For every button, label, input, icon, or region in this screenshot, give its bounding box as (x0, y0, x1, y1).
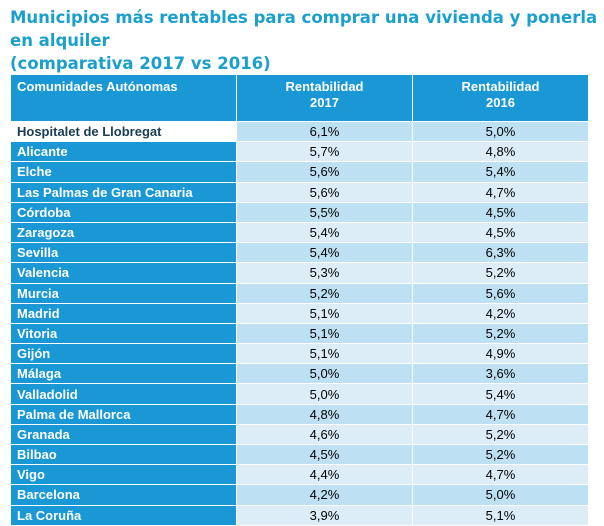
table-row: Elche 5,6% 5,4% (10, 161, 589, 183)
value-cell: 4,4% (236, 464, 413, 486)
value-cell: 4,6% (236, 423, 413, 446)
column-header-line: Rentabilidad (285, 79, 364, 94)
value-cell: 5,4% (412, 161, 589, 183)
municipality-cell: Elche (10, 161, 237, 183)
value-cell: 5,2% (412, 322, 589, 345)
municipality-cell: Granada (10, 423, 237, 446)
value-cell: 5,6% (412, 282, 589, 304)
municipality-cell: Valladolid (10, 383, 237, 405)
value-cell: 5,7% (236, 141, 413, 163)
table-row: La Coruña 3,9% 5,1% (10, 504, 589, 526)
column-header-line: Rentabilidad (461, 79, 540, 94)
table-row: Bilbao 4,5% 5,2% (10, 443, 589, 466)
value-cell: 3,6% (412, 363, 589, 385)
value-cell: 5,4% (236, 242, 413, 264)
value-cell: 3,9% (236, 504, 413, 526)
table-row: Valencia 5,3% 5,2% (10, 262, 589, 284)
table-row: Sevilla 5,4% 6,3% (10, 242, 589, 264)
value-cell: 5,2% (236, 282, 413, 304)
table-row: Málaga 5,0% 3,6% (10, 363, 589, 385)
value-cell: 5,2% (412, 423, 589, 446)
municipality-cell: Gijón (10, 343, 237, 365)
municipality-cell: Vigo (10, 464, 237, 486)
value-cell: 5,1% (236, 302, 413, 324)
value-cell: 5,4% (412, 383, 589, 405)
value-cell: 5,2% (412, 262, 589, 284)
value-cell: 4,5% (412, 221, 589, 244)
value-cell: 4,2% (236, 484, 413, 506)
table-row: Valladolid 5,0% 5,4% (10, 383, 589, 405)
table-row: Alicante 5,7% 4,8% (10, 141, 589, 163)
municipality-cell: Murcia (10, 282, 237, 304)
table-row: Gijón 5,1% 4,9% (10, 343, 589, 365)
value-cell: 5,2% (412, 443, 589, 466)
municipality-cell: Valencia (10, 262, 237, 284)
value-cell: 4,7% (412, 403, 589, 425)
table-row: Córdoba 5,5% 4,5% (10, 201, 589, 223)
table-row: Vitoria 5,1% 5,2% (10, 322, 589, 345)
value-cell: 5,4% (236, 221, 413, 244)
municipality-cell: Zaragoza (10, 221, 237, 244)
table-row: Granada 4,6% 5,2% (10, 423, 589, 446)
table-row: Palma de Mallorca 4,8% 4,7% (10, 403, 589, 425)
value-cell: 5,0% (412, 120, 589, 143)
header-row: Comunidades Autónomas Rentabilidad 2017 Ren… (10, 74, 589, 122)
title-line: (comparativa 2017 vs 2016) (10, 54, 271, 73)
table-body: Hospitalet de Llobregat 6,1% 5,0% Alicante 5… (10, 120, 589, 526)
municipality-cell: La Coruña (10, 504, 237, 526)
value-cell: 4,2% (412, 302, 589, 324)
table-row: Murcia 5,2% 5,6% (10, 282, 589, 304)
value-cell: 5,1% (236, 343, 413, 365)
value-cell: 5,0% (236, 363, 413, 385)
table-row: Vigo 4,4% 4,7% (10, 464, 589, 486)
value-cell: 4,5% (412, 201, 589, 223)
value-cell: 5,6% (236, 161, 413, 183)
value-cell: 5,1% (236, 322, 413, 345)
municipality-cell: Las Palmas de Gran Canaria (10, 181, 237, 203)
value-cell: 4,5% (236, 443, 413, 466)
municipality-cell: Vitoria (10, 322, 237, 345)
municipality-cell: Córdoba (10, 201, 237, 223)
column-header: Rentabilidad 2016 (412, 74, 589, 122)
value-cell: 5,1% (412, 504, 589, 526)
column-header: Comunidades Autónomas (10, 74, 237, 122)
municipality-cell: Bilbao (10, 443, 237, 466)
value-cell: 5,3% (236, 262, 413, 284)
column-header: Rentabilidad 2017 (236, 74, 413, 122)
title-line: Municipios más rentables para comprar un… (10, 8, 598, 50)
value-cell: 5,5% (236, 201, 413, 223)
value-cell: 4,8% (412, 141, 589, 163)
municipality-cell: Alicante (10, 141, 237, 163)
value-cell: 4,8% (236, 403, 413, 425)
value-cell: 4,9% (412, 343, 589, 365)
table-row: Las Palmas de Gran Canaria 5,6% 4,7% (10, 181, 589, 203)
table-row: Hospitalet de Llobregat 6,1% 5,0% (10, 120, 589, 143)
municipality-cell: Madrid (10, 302, 237, 324)
value-cell: 5,0% (236, 383, 413, 405)
title: Municipios más rentables para comprar un… (10, 6, 600, 75)
municipality-cell: Barcelona (10, 484, 237, 506)
value-cell: 5,6% (236, 181, 413, 203)
table-row: Madrid 5,1% 4,2% (10, 302, 589, 324)
value-cell: 4,7% (412, 181, 589, 203)
data-table: Comunidades Autónomas Rentabilidad 2017 Ren… (10, 74, 589, 526)
value-cell: 6,3% (412, 242, 589, 264)
column-header-line: 2016 (486, 95, 515, 110)
municipality-cell: Málaga (10, 363, 237, 385)
table-row: Barcelona 4,2% 5,0% (10, 484, 589, 506)
column-header-line: 2017 (310, 95, 339, 110)
value-cell: 4,7% (412, 464, 589, 486)
municipality-cell: Hospitalet de Llobregat (10, 120, 237, 143)
value-cell: 6,1% (236, 120, 413, 143)
municipality-cell: Sevilla (10, 242, 237, 264)
value-cell: 5,0% (412, 484, 589, 506)
table-row: Zaragoza 5,4% 4,5% (10, 221, 589, 244)
municipality-cell: Palma de Mallorca (10, 403, 237, 425)
